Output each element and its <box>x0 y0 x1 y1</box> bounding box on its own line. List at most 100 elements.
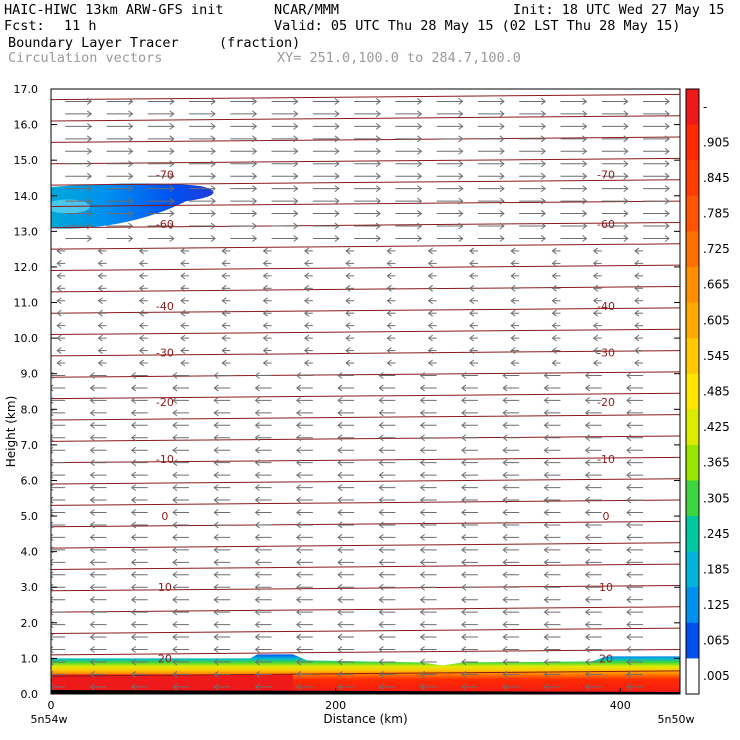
vector-arrowhead <box>502 534 508 541</box>
vector-arrowhead <box>130 434 137 442</box>
vector-arrowhead <box>510 284 516 292</box>
vector-arrowhead <box>169 147 175 155</box>
vector-arrowhead <box>169 235 175 242</box>
vector-arrowhead <box>419 608 425 616</box>
vector-arrowhead <box>469 359 475 367</box>
vector-arrowhead <box>584 384 591 392</box>
vector-arrowhead <box>417 135 423 143</box>
vector-arrowhead <box>97 247 103 255</box>
vector-arrowhead <box>417 110 423 118</box>
vector-arrowhead <box>262 322 268 330</box>
vector-arrowhead <box>296 446 302 454</box>
vector-arrowhead <box>180 309 186 317</box>
vector-arrowhead <box>378 521 384 529</box>
boundary-layer-core <box>51 674 293 694</box>
vector-arrowhead <box>89 484 95 491</box>
vector-arrowhead <box>634 272 640 280</box>
vector-arrowhead <box>664 98 670 105</box>
vector-arrowhead <box>51 596 54 604</box>
vector-arrowhead <box>543 484 549 491</box>
vector-arrowhead <box>417 235 423 242</box>
vector-arrowhead <box>634 297 640 305</box>
vector-arrowhead <box>375 235 381 242</box>
vector-arrowhead <box>51 571 54 579</box>
vector-arrowhead <box>172 434 178 442</box>
colorbar-label: .065 <box>703 634 730 648</box>
vector-arrowhead <box>169 160 175 168</box>
vector-arrowhead <box>180 322 186 330</box>
vector-arrowhead <box>252 197 258 205</box>
vector-arrowhead <box>252 160 258 168</box>
vector-arrowhead <box>461 596 467 604</box>
y-tick-label: 6.0 <box>21 474 39 487</box>
vector-arrowhead <box>626 658 632 666</box>
vector-arrowhead <box>419 546 425 554</box>
vector-arrowhead <box>584 621 591 629</box>
vector-arrowhead <box>543 496 549 504</box>
vector-arrowhead <box>172 583 178 591</box>
vector-arrowhead <box>584 583 591 591</box>
vector-arrowhead <box>375 122 381 130</box>
vector-arrowhead <box>169 122 175 130</box>
vector-arrowhead <box>296 683 302 691</box>
vector-arrowhead <box>626 571 632 579</box>
vector-arrowhead <box>458 110 464 118</box>
colorbar-frame <box>685 88 700 695</box>
vector-arrowhead <box>86 160 93 168</box>
vector-arrowhead <box>130 471 137 479</box>
vector-arrowhead <box>626 496 632 504</box>
vector-arrowhead <box>51 683 54 691</box>
vector-arrowhead <box>89 384 95 392</box>
vector-arrowhead <box>56 359 62 367</box>
vector-arrowhead <box>664 222 670 230</box>
vector-arrowhead <box>461 658 467 666</box>
vector-arrowhead <box>582 210 588 217</box>
vector-arrowhead <box>386 347 392 354</box>
vector-arrowhead <box>386 309 392 317</box>
vector-arrowhead <box>469 297 475 305</box>
vector-arrowhead <box>180 359 186 367</box>
vector-arrowhead <box>461 521 467 529</box>
vector-arrowhead <box>97 359 103 367</box>
vector-arrowhead <box>582 185 588 193</box>
vector-arrowhead <box>213 396 219 404</box>
vector-arrowhead <box>304 359 310 367</box>
colorbar-label: .365 <box>703 456 730 470</box>
fcst-value: 11 h <box>64 18 97 34</box>
y-tick-label: 13.0 <box>14 225 39 238</box>
vector-arrowhead <box>502 484 508 491</box>
vector-arrowhead <box>543 509 549 516</box>
vector-arrowhead <box>461 446 467 454</box>
isotherm-line <box>51 478 680 485</box>
colorbar-swatch <box>686 302 699 339</box>
vector-arrowhead <box>213 421 219 429</box>
vector-arrowhead <box>254 521 260 529</box>
vector-arrowhead <box>221 322 227 330</box>
contour-label-right: -70 <box>597 168 615 181</box>
x-tick-label: 200 <box>325 699 346 712</box>
colorbar-swatch <box>686 587 699 624</box>
isotherm-line <box>51 649 680 656</box>
vector-arrowhead <box>56 272 62 280</box>
vector-arrowhead <box>254 446 260 454</box>
colorbar-label: .845 <box>703 171 730 185</box>
vector-arrowhead <box>56 322 62 330</box>
vector-arrowhead <box>378 534 384 541</box>
vector-arrowhead <box>510 322 516 330</box>
vector-arrowhead <box>254 683 260 691</box>
vector-arrowhead <box>626 583 632 591</box>
vector-arrowhead <box>626 446 632 454</box>
vector-arrowhead <box>634 259 640 267</box>
vector-arrowhead <box>378 384 384 392</box>
vector-arrowhead <box>213 509 219 516</box>
vector-arrowhead <box>56 309 62 317</box>
colorbar-label: .545 <box>703 349 730 363</box>
vector-arrowhead <box>128 197 134 205</box>
vector-arrowhead <box>89 633 95 641</box>
vector-arrowhead <box>337 671 343 678</box>
vector-arrowhead <box>499 210 505 217</box>
vector-arrowhead <box>623 98 629 105</box>
vector-arrowhead <box>626 384 632 392</box>
vector-arrowhead <box>172 459 178 467</box>
